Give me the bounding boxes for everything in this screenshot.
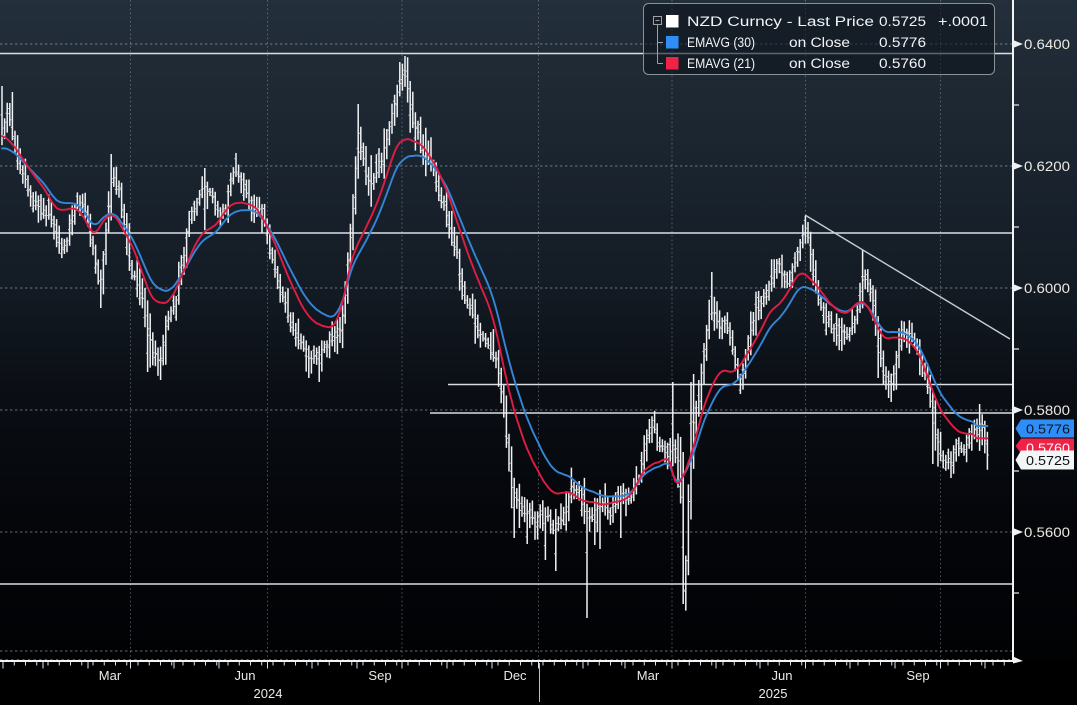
svg-text:0.6400: 0.6400 xyxy=(1024,37,1070,52)
svg-text:0.5760: 0.5760 xyxy=(879,56,926,71)
svg-text:0.6000: 0.6000 xyxy=(1024,281,1070,296)
svg-text:0.5800: 0.5800 xyxy=(1024,403,1070,418)
svg-text:0.5725: 0.5725 xyxy=(1026,453,1070,468)
svg-text:Jun: Jun xyxy=(235,668,256,683)
svg-text:2024: 2024 xyxy=(254,686,283,701)
svg-text:0.5725: 0.5725 xyxy=(879,14,926,29)
svg-text:Jun: Jun xyxy=(772,668,793,683)
svg-text:Mar: Mar xyxy=(637,668,660,683)
svg-text:EMAVG (30): EMAVG (30) xyxy=(687,35,755,50)
svg-text:NZD Curncy - Last Price: NZD Curncy - Last Price xyxy=(687,14,874,29)
svg-text:on Close: on Close xyxy=(789,35,850,50)
svg-text:0.5776: 0.5776 xyxy=(879,35,926,50)
svg-text:Mar: Mar xyxy=(99,668,122,683)
svg-text:Dec: Dec xyxy=(503,668,527,683)
svg-text:2025: 2025 xyxy=(759,686,788,701)
svg-text:+.0001: +.0001 xyxy=(938,14,988,29)
svg-text:0.6200: 0.6200 xyxy=(1024,159,1070,174)
svg-text:EMAVG (21): EMAVG (21) xyxy=(687,56,755,71)
svg-text:Sep: Sep xyxy=(906,668,929,683)
svg-text:Sep: Sep xyxy=(368,668,391,683)
svg-text:on Close: on Close xyxy=(789,56,850,71)
svg-text:0.5600: 0.5600 xyxy=(1024,525,1070,540)
svg-text:0.5776: 0.5776 xyxy=(1026,422,1070,437)
